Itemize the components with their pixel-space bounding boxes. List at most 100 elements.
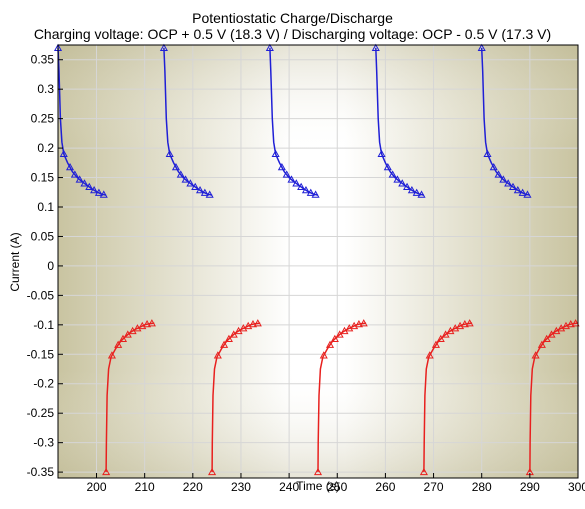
- discharge-marker: [319, 351, 328, 359]
- chart-subtitle: Charging voltage: OCP + 0.5 V (18.3 V) /…: [33, 26, 552, 42]
- discharge-marker: [313, 467, 323, 476]
- x-tick-label: 280: [472, 480, 492, 494]
- charge-marker: [287, 175, 296, 183]
- y-axis: 0.35 0.3 0.25 0.2 0.15 0.1 0.05 0 -0.05 -0.1 -0.15…: [27, 53, 63, 479]
- charge-marker: [477, 43, 486, 52]
- discharge-marker: [566, 320, 575, 328]
- charge-marker: [508, 182, 518, 191]
- charge-marker: [523, 190, 532, 198]
- discharge-marker: [248, 320, 258, 328]
- discharge-marker: [229, 330, 238, 338]
- discharge-marker: [244, 321, 253, 330]
- discharge-marker: [253, 319, 262, 327]
- charge-marker: [388, 170, 397, 178]
- charge-marker: [70, 170, 79, 178]
- charge-marker: [297, 182, 306, 191]
- discharge-marker: [431, 340, 441, 348]
- charge-marker: [301, 185, 311, 194]
- y-tick-label: 0.25: [31, 112, 55, 126]
- charge-marker: [311, 190, 320, 198]
- y-tick-label: -0.35: [27, 465, 55, 479]
- charge-marker: [181, 175, 190, 183]
- x-axis: 200 210 220 230 240 250 260 270 280 290 300: [87, 473, 585, 494]
- y-tick-label: 0.3: [37, 82, 54, 96]
- x-tick-label: 230: [231, 480, 251, 494]
- y-tick-label: -0.3: [33, 436, 54, 450]
- charge-marker: [200, 188, 209, 196]
- charge-marker: [383, 163, 392, 171]
- charge-line: [269, 47, 319, 196]
- charge-marker: [191, 182, 200, 191]
- charge-marker: [195, 185, 205, 194]
- discharge-marker: [220, 340, 229, 348]
- discharge-marker: [441, 330, 450, 338]
- discharge-marker: [571, 319, 580, 327]
- charge-marker: [205, 190, 214, 198]
- charge-marker: [398, 179, 407, 187]
- discharge-marker: [359, 319, 368, 327]
- charge-marker: [165, 149, 174, 158]
- discharge-marker: [425, 351, 434, 359]
- discharge-marker: [325, 340, 335, 348]
- charge-marker: [518, 188, 527, 196]
- discharge-marker: [102, 467, 111, 476]
- discharge-marker: [123, 330, 132, 338]
- discharge-marker: [224, 334, 233, 343]
- discharge-marker: [354, 320, 363, 328]
- discharge-marker: [208, 467, 217, 476]
- y-tick-label: 0.15: [31, 171, 55, 185]
- charge-line: [375, 47, 425, 196]
- charge-marker: [494, 170, 503, 178]
- charge-marker: [377, 149, 386, 158]
- discharge-marker: [213, 351, 222, 359]
- discharge-marker: [542, 334, 551, 343]
- charge-marker: [499, 175, 508, 183]
- charge-marker: [80, 179, 89, 187]
- x-tick-label: 210: [135, 480, 155, 494]
- charge-marker: [171, 163, 181, 171]
- discharge-marker: [547, 330, 556, 338]
- discharge-marker: [350, 321, 359, 330]
- x-tick-label: 290: [520, 480, 540, 494]
- chart-title: Potentiostatic Charge/Discharge: [192, 10, 393, 26]
- discharge-marker: [138, 321, 147, 330]
- series-layer: [53, 43, 580, 476]
- x-tick-label: 260: [375, 480, 395, 494]
- discharge-marker: [455, 321, 465, 330]
- discharge-marker: [537, 340, 546, 348]
- charge-marker: [412, 188, 421, 196]
- x-axis-label: Time (s): [296, 479, 340, 493]
- y-tick-label: -0.25: [27, 406, 55, 420]
- charge-marker: [94, 188, 103, 196]
- x-tick-label: 200: [87, 480, 107, 494]
- charge-marker: [85, 182, 94, 191]
- discharge-marker: [561, 321, 571, 330]
- discharge-marker: [335, 330, 344, 338]
- charge-marker: [417, 190, 426, 198]
- charge-marker: [277, 163, 286, 171]
- charge-line: [163, 47, 213, 196]
- charge-marker: [65, 163, 75, 171]
- charge-marker: [271, 149, 280, 158]
- charge-marker: [59, 149, 68, 158]
- plot-frame: [57, 44, 579, 479]
- charge-marker: [159, 43, 168, 52]
- y-tick-label: -0.15: [27, 347, 55, 361]
- y-tick-label: 0.05: [31, 229, 55, 243]
- y-tick-label: -0.2: [33, 377, 54, 391]
- charge-marker: [483, 149, 492, 158]
- charge-marker: [90, 185, 99, 194]
- charge-marker: [489, 163, 498, 171]
- charge-marker: [75, 175, 84, 183]
- x-tick-label: 220: [183, 480, 203, 494]
- y-tick-label: 0.2: [37, 141, 54, 155]
- charge-marker: [176, 170, 185, 178]
- discharge-marker: [114, 340, 123, 348]
- charge-marker: [504, 179, 513, 187]
- charge-marker: [265, 43, 274, 52]
- charge-line: [480, 47, 531, 196]
- x-tick-label: 250: [327, 480, 347, 494]
- charge-marker: [99, 190, 108, 198]
- charge-marker: [292, 179, 301, 187]
